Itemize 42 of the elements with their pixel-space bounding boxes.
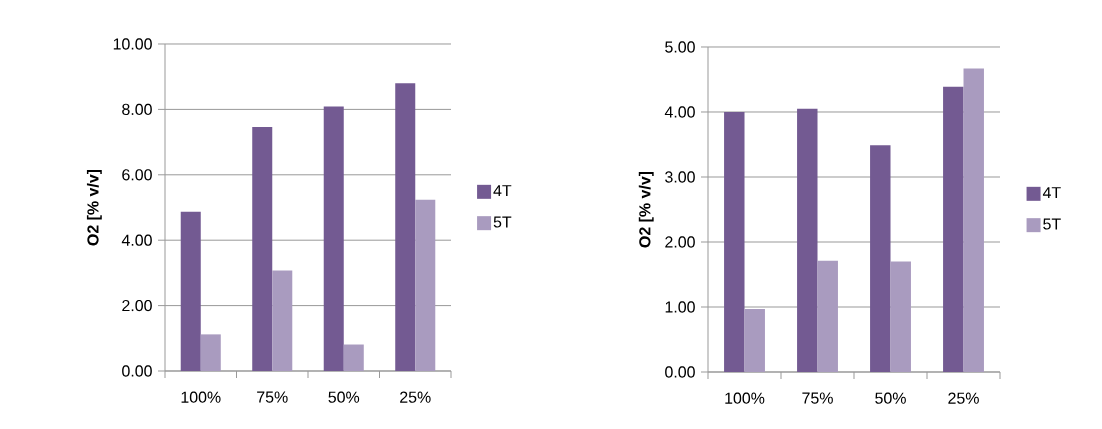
y-tick-label: 4.00 [121, 234, 152, 246]
bar [870, 145, 891, 372]
x-tick-label: 75% [802, 392, 833, 404]
bar [395, 83, 416, 371]
y-tick-label: 8.00 [122, 103, 152, 116]
x-tick-label: 100% [181, 391, 221, 403]
y-tick-label: 0.00 [665, 366, 695, 378]
bar [200, 334, 221, 371]
bar [272, 270, 293, 371]
y-tick-label: 4.00 [664, 106, 695, 118]
bar [797, 108, 818, 372]
bar [817, 260, 838, 372]
bar [415, 199, 436, 371]
bar [323, 106, 344, 371]
x-tick-label: 50% [328, 391, 360, 403]
bar [943, 86, 964, 372]
y-tick-label: 1.00 [665, 301, 695, 313]
y-tick-label: 5.00 [665, 41, 695, 53]
x-tick-label: 25% [948, 392, 979, 404]
legend-label: 4T [493, 185, 512, 197]
y-tick-label: 0.00 [122, 365, 152, 377]
y-tick-label: 2.00 [665, 236, 695, 248]
bar [724, 112, 745, 372]
x-tick-label: 50% [875, 392, 906, 404]
bar [890, 261, 911, 372]
bar [180, 211, 201, 371]
bar [343, 344, 364, 371]
y-tick-label: 2.00 [122, 299, 152, 312]
y-axis-title: O2 [% v/v] [86, 169, 102, 246]
bar [963, 68, 984, 372]
y-tick-label: 3.00 [665, 171, 695, 183]
legend-label: 4T [1042, 187, 1061, 199]
legend-label: 5T [493, 216, 512, 228]
legend-label: 5T [1043, 218, 1061, 230]
y-tick-label: 10.00 [113, 38, 152, 50]
x-tick-label: 75% [257, 391, 288, 403]
x-tick-label: 100% [725, 392, 765, 404]
y-axis-title: O2 [% v/v] [638, 171, 654, 248]
bar [744, 308, 765, 372]
x-tick-label: 25% [400, 391, 431, 403]
y-tick-label: 6.00 [122, 169, 152, 181]
bar [252, 127, 273, 371]
